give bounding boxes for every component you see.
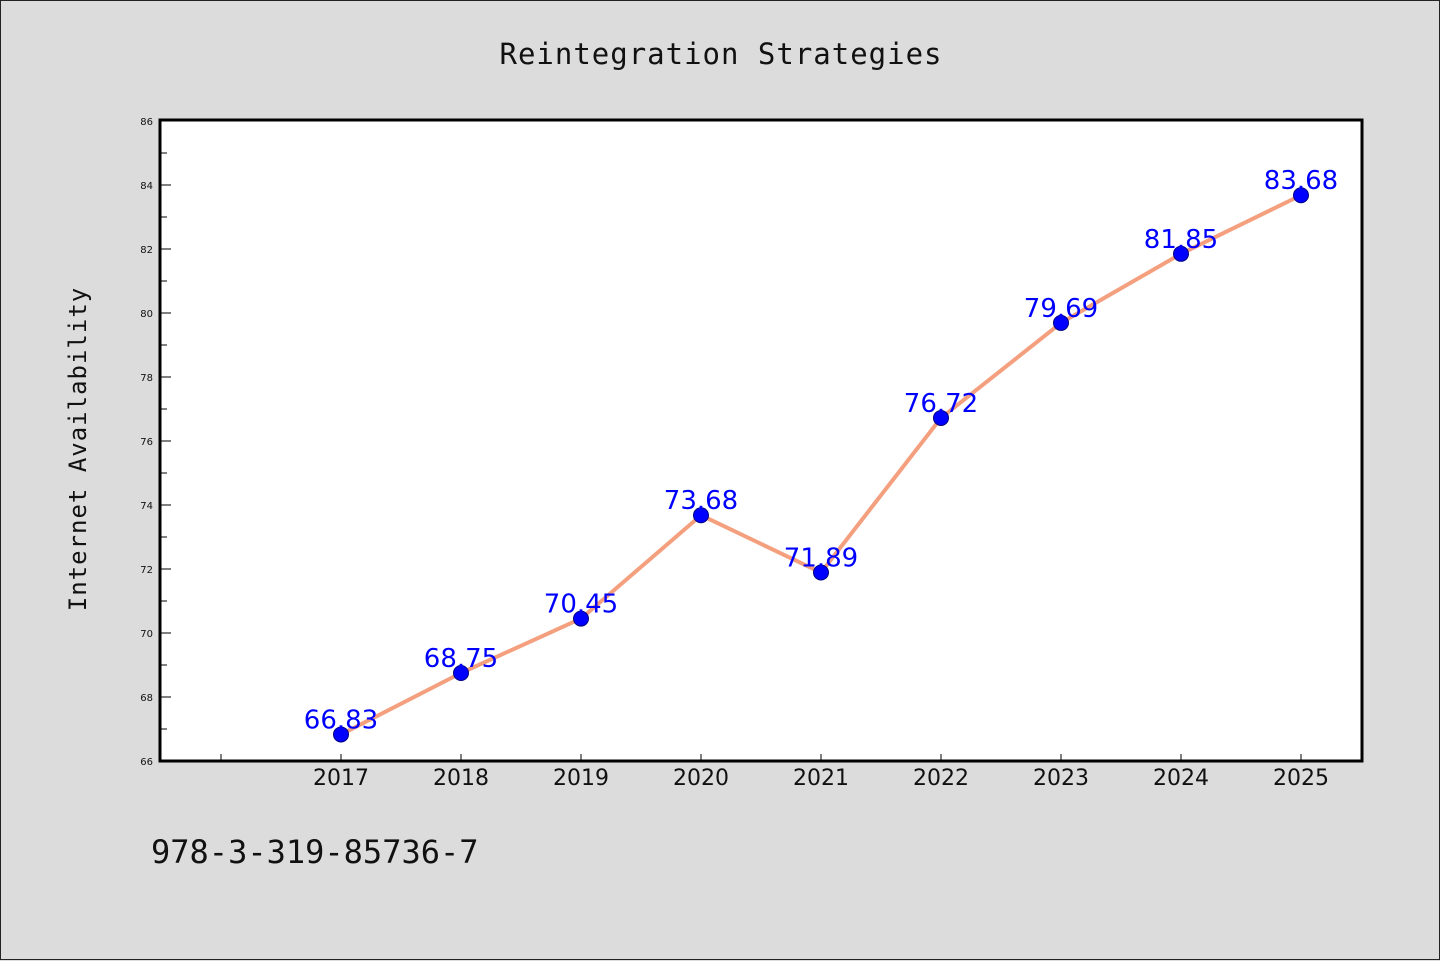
data-point (1053, 314, 1069, 331)
data-point (573, 610, 589, 627)
isbn-text: 978-3-319-85736-7 (151, 833, 479, 871)
y-tick-label: 86 (140, 117, 153, 128)
x-tick-label: 2018 (433, 766, 489, 791)
data-point (1173, 245, 1189, 262)
y-tick-label: 78 (140, 373, 153, 384)
y-tick-label: 76 (140, 437, 153, 448)
data-point (933, 409, 949, 426)
y-tick-label: 80 (140, 309, 153, 320)
y-tick-label: 68 (140, 693, 153, 704)
data-label: 68.75 (424, 644, 498, 674)
y-axis-label: Internet Availability (64, 287, 92, 611)
x-tick-label: 2024 (1153, 766, 1209, 791)
plot-area (160, 120, 1362, 761)
y-tick-label: 72 (140, 565, 153, 576)
data-point (693, 507, 709, 524)
y-tick-label: 66 (140, 757, 153, 768)
data-label: 81.85 (1144, 225, 1218, 255)
x-tick-label: 2021 (793, 766, 849, 791)
plot-border (158, 118, 1364, 763)
data-point (453, 665, 469, 681)
y-tick-label: 82 (140, 245, 153, 256)
y-tick-label: 70 (140, 629, 153, 640)
data-point (1293, 187, 1309, 204)
y-tick-label: 84 (140, 181, 153, 192)
data-label: 71.89 (784, 544, 858, 574)
data-label: 70.45 (544, 590, 618, 620)
data-labels-layer: 66.83 68.75 70.45 73.68 71.89 76.72 79.69 81.85… (304, 166, 1338, 735)
data-point (813, 564, 829, 581)
chart-title: Reintegration Strategies (499, 37, 942, 71)
x-tick-label: 2019 (553, 766, 609, 791)
y-tick-label: 74 (140, 501, 153, 512)
x-tick-label: 2025 (1273, 766, 1329, 791)
axis-ticks: 66 68 70 72 74 76 78 80 82 84 86 2017 2018 2019 2020 20… (140, 117, 1329, 791)
data-label: 66.83 (304, 705, 378, 735)
series-line-layer (333, 187, 1309, 743)
data-label: 76.72 (904, 389, 978, 419)
data-label: 73.68 (664, 486, 738, 516)
x-tick-label: 2020 (673, 766, 729, 791)
x-tick-label: 2022 (913, 766, 969, 791)
data-label: 79.69 (1024, 294, 1098, 324)
x-tick-label: 2023 (1033, 766, 1089, 791)
data-label: 83.68 (1264, 166, 1338, 196)
data-point (333, 726, 349, 743)
x-tick-label: 2017 (313, 766, 369, 791)
